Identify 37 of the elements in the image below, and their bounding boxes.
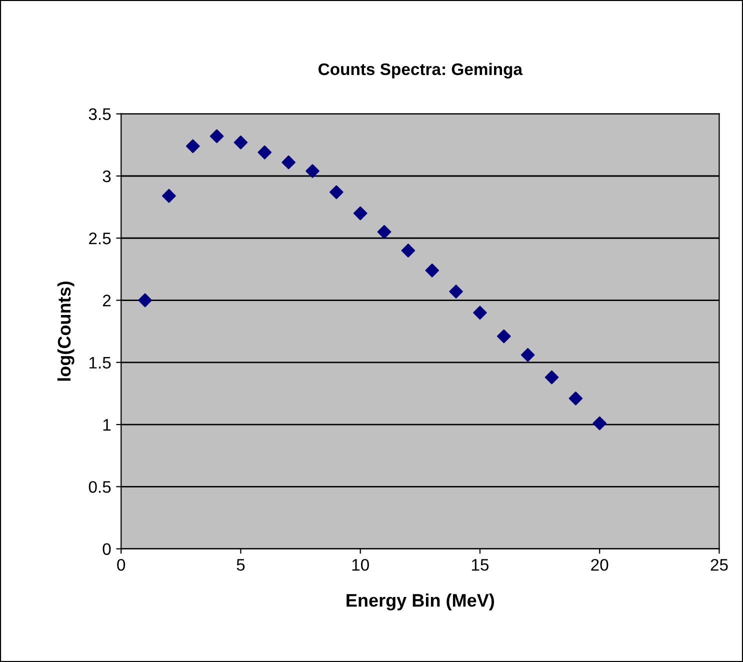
y-tick-label: 3.5 — [88, 108, 111, 120]
x-tick-label: 0 — [117, 558, 126, 571]
point — [258, 145, 272, 160]
y-tick-label: 2.5 — [89, 232, 111, 244]
x-tick-label: 15 — [472, 559, 489, 571]
x-tick-label: 25 — [710, 558, 728, 571]
point — [592, 416, 607, 430]
point — [162, 188, 176, 203]
point — [473, 306, 487, 320]
point — [496, 329, 511, 344]
point — [353, 206, 368, 220]
point — [234, 136, 248, 150]
x-axis-title: Energy Bin (MeV) — [346, 594, 494, 610]
point — [449, 284, 463, 298]
chart-title: Counts Spectra: Geminga — [318, 62, 523, 79]
point — [306, 164, 320, 178]
point — [138, 293, 152, 308]
point — [210, 129, 224, 144]
y-tick-label: 1 — [103, 419, 111, 431]
x-tick-label: 10 — [352, 558, 369, 571]
y-tick-label: 2 — [102, 294, 111, 306]
point — [330, 185, 344, 200]
y-tick-label: 0 — [102, 543, 111, 555]
point — [186, 139, 200, 154]
point — [544, 370, 559, 384]
point — [401, 244, 416, 258]
y-tick-label: 0.5 — [88, 481, 111, 493]
y-tick-label: 3 — [102, 170, 111, 182]
point — [282, 155, 296, 170]
point — [520, 348, 535, 362]
point — [568, 392, 583, 406]
y-tick-label: 1.5 — [89, 356, 111, 369]
point — [425, 264, 440, 278]
point — [377, 225, 392, 239]
x-tick-label: 20 — [591, 558, 608, 571]
y-axis-title: log(Counts) — [57, 282, 74, 381]
x-tick-label: 5 — [236, 559, 245, 571]
